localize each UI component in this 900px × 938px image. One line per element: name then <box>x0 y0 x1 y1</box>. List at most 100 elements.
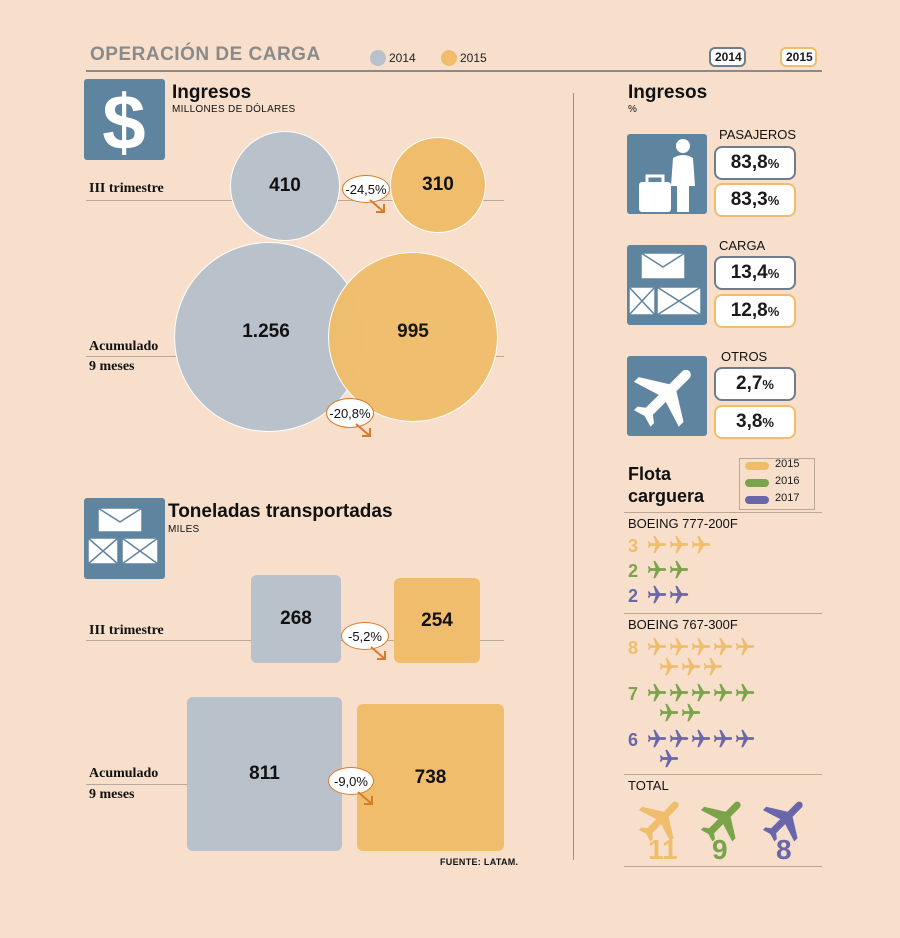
ingresos-ytd-2015-value: 995 <box>397 321 429 342</box>
b777-plane-icon <box>691 535 711 554</box>
toneladas-ytd-label-a: Acumulado <box>89 766 159 781</box>
column-separator <box>573 93 574 860</box>
ingresos-q3-change: -24,5% <box>342 175 390 203</box>
legend-2014-label: 2014 <box>389 51 416 65</box>
b777-label: BOEING 777-200F <box>628 516 738 531</box>
toneladas-subtitle: MILES <box>168 524 200 535</box>
pasajeros-2014-number: 83,8 <box>730 152 768 173</box>
pasajeros-2014-value: 83,8% <box>714 146 796 180</box>
flota-rule-1 <box>624 512 822 513</box>
b767-plane-icon <box>659 749 679 768</box>
b767-plane-icon <box>735 729 755 748</box>
b767-plane-icon <box>713 729 733 748</box>
b767-fleet-rows: 8 7 6 <box>628 636 818 774</box>
pct-sign: % <box>762 376 774 392</box>
b767-plane-icon <box>703 657 723 676</box>
b777-count-2015: 3 <box>628 536 639 556</box>
ingresos-subtitle: MILLONES DE DÓLARES <box>172 104 296 115</box>
b767-plane-icon <box>647 683 667 702</box>
b767-count-2017: 6 <box>628 730 639 750</box>
ingresos-ytd-2014-value: 1.256 <box>242 321 290 342</box>
legend-2015-label: 2015 <box>460 51 487 65</box>
b767-plane-icon <box>681 703 701 722</box>
pct-sign: % <box>767 303 780 319</box>
ingresos-q3-2014-bubble: 410 <box>230 131 340 241</box>
otros-2015-number: 3,8 <box>736 411 763 432</box>
passenger-luggage-icon <box>627 134 707 214</box>
b767-plane-icon <box>659 657 679 676</box>
b767-label: BOEING 767-300F <box>628 617 738 632</box>
legend-2015-text: 2015 <box>775 458 800 470</box>
envelopes-icon <box>84 498 165 579</box>
ingresos-ytd-arrow-icon <box>355 423 371 437</box>
b777-plane-icon <box>669 535 689 554</box>
pasajeros-2015-value: 83,3% <box>714 183 796 217</box>
total-plane-icon-2016 <box>700 801 741 842</box>
b767-plane-icon <box>713 637 733 656</box>
carga-2014-number: 13,4 <box>730 262 768 283</box>
total-value-2016: 9 <box>712 834 728 865</box>
legend-2017-swatch <box>745 496 769 504</box>
legend-2016-swatch <box>745 479 769 487</box>
otros-label: OTROS <box>721 349 768 364</box>
ingresos-ytd-label-a: Acumulado <box>89 339 159 354</box>
fleet-totals: 11 9 8 <box>628 792 822 866</box>
ingresos-title: Ingresos <box>172 82 252 103</box>
b767-count-2015: 8 <box>628 638 639 658</box>
pasajeros-label: PASAJEROS <box>719 127 797 142</box>
b777-plane-icon <box>647 535 667 554</box>
total-plane-icon-2015 <box>638 801 679 842</box>
page-title: OPERACIÓN DE CARGA <box>90 44 321 65</box>
toneladas-ytd-2014-square: 811 <box>187 697 342 851</box>
flota-legend-box <box>739 458 815 510</box>
legend-2016-text: 2016 <box>775 475 800 487</box>
toneladas-q3-arrow-icon <box>370 646 386 660</box>
b767-plane-icon <box>669 637 689 656</box>
otros-2014-value: 2,7% <box>714 367 796 401</box>
b767-plane-icon <box>659 703 679 722</box>
carga-label: CARGA <box>719 238 766 253</box>
b777-plane-icon <box>669 560 689 579</box>
legend-2015-dot <box>441 50 457 66</box>
ingresos-pct-title: Ingresos <box>628 82 708 103</box>
total-plane-icon-2017 <box>762 801 803 842</box>
b777-plane-icon <box>647 560 667 579</box>
pct-sign: % <box>767 265 780 281</box>
b777-plane-icon <box>647 585 667 604</box>
pasajeros-2015-number: 83,3 <box>730 189 768 210</box>
ingresos-q3-arrow-icon <box>369 199 385 213</box>
flota-title-b: carguera <box>628 486 705 506</box>
pct-sign: % <box>762 414 774 430</box>
b777-fleet-rows: 3 2 2 <box>628 534 818 610</box>
flota-rule-3 <box>624 774 822 775</box>
b767-plane-icon <box>735 683 755 702</box>
header-rule <box>86 70 822 72</box>
ingresos-q3-2015-bubble: 310 <box>390 137 486 233</box>
airplane-icon <box>627 356 707 436</box>
toneladas-ytd-change: -9,0% <box>328 767 374 795</box>
carga-2014-value: 13,4% <box>714 256 796 290</box>
flota-rule-4 <box>624 866 822 867</box>
ingresos-ytd-2015-bubble: 995 <box>328 252 498 422</box>
b767-plane-icon <box>713 683 733 702</box>
legend-2015-swatch <box>745 462 769 470</box>
dollar-icon: $ <box>84 78 165 166</box>
legend-2017-text: 2017 <box>775 492 800 504</box>
flota-rule-2 <box>624 613 822 614</box>
total-label: TOTAL <box>628 778 669 793</box>
b767-plane-icon <box>647 729 667 748</box>
b767-count-2016: 7 <box>628 684 639 704</box>
ingresos-pct-subtitle: % <box>628 104 638 115</box>
otros-2015-value: 3,8% <box>714 405 796 439</box>
envelopes-icon <box>627 245 707 325</box>
toneladas-ytd-arrow-icon <box>357 791 373 805</box>
flota-title-a: Flota <box>628 464 671 484</box>
carga-2015-number: 12,8 <box>730 300 768 321</box>
carga-2015-value: 12,8% <box>714 294 796 328</box>
b767-plane-icon <box>669 729 689 748</box>
ingresos-ytd-change: -20,8% <box>326 398 374 428</box>
toneladas-q3-2014-square: 268 <box>251 575 341 663</box>
toneladas-title: Toneladas transportadas <box>168 501 393 522</box>
svg-text:$: $ <box>102 79 145 160</box>
total-value-2017: 8 <box>776 834 792 865</box>
